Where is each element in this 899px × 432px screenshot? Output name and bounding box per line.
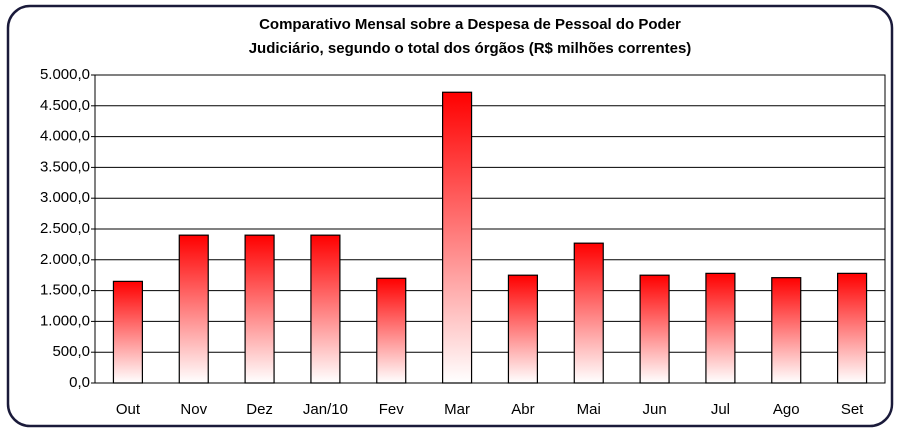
- x-tick-label: Set: [841, 401, 864, 418]
- y-tick-label: 500,0: [52, 343, 90, 360]
- bar: [705, 272, 736, 384]
- bar: [112, 280, 144, 384]
- bar: [310, 234, 341, 384]
- bar: [771, 277, 802, 384]
- chart-title: Judiciário, segundo o total dos órgãos (…: [249, 40, 692, 57]
- bar: [178, 234, 209, 384]
- y-tick-label: 3.000,0: [40, 189, 90, 206]
- x-tick-label: Abr: [511, 401, 534, 418]
- bar: [639, 274, 670, 384]
- x-tick-label: Dez: [246, 401, 273, 418]
- x-tick-label: Fev: [379, 401, 405, 418]
- bar: [376, 277, 407, 384]
- x-tick-label: Ago: [773, 401, 800, 418]
- x-tick-label: Jul: [711, 401, 730, 418]
- x-tick-label: Nov: [180, 401, 207, 418]
- bar: [836, 272, 868, 384]
- x-tick-label: Jan/10: [303, 401, 348, 418]
- y-tick-label: 4.500,0: [40, 97, 90, 114]
- y-tick-label: 1.000,0: [40, 312, 90, 329]
- y-tick-label: 2.500,0: [40, 220, 90, 237]
- y-tick-label: 0,0: [69, 374, 90, 391]
- x-tick-label: Mar: [444, 401, 470, 418]
- bar: [442, 91, 473, 384]
- y-tick-label: 1.500,0: [40, 282, 90, 299]
- bar: [573, 242, 604, 384]
- y-tick-label: 4.000,0: [40, 128, 90, 145]
- x-tick-label: Mai: [577, 401, 601, 418]
- y-tick-label: 2.000,0: [40, 251, 90, 268]
- y-tick-label: 3.500,0: [40, 158, 90, 175]
- y-tick-label: 5.000,0: [40, 66, 90, 83]
- chart-title: Comparativo Mensal sobre a Despesa de Pe…: [259, 16, 681, 33]
- bar: [244, 234, 275, 384]
- x-tick-label: Out: [116, 401, 141, 418]
- bar: [507, 274, 538, 384]
- x-tick-label: Jun: [642, 401, 666, 418]
